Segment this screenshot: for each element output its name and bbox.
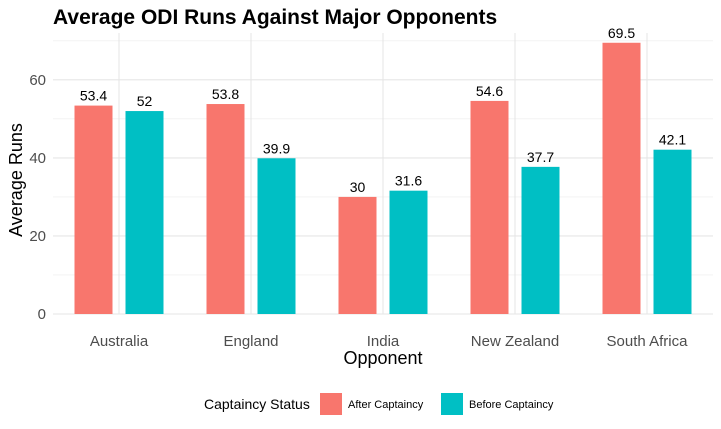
data-label-after-captaincy-0: 53.4 — [80, 88, 107, 104]
y-tick-label-0: 0 — [38, 306, 46, 323]
x-tick-label-1: England — [223, 333, 278, 350]
legend-label-1: Before Captaincy — [469, 399, 554, 411]
x-axis-ticks: Australia England India New Zealand South Af… — [90, 333, 688, 350]
data-label-before-captaincy-0: 52 — [137, 93, 153, 109]
legend-key-1 — [441, 393, 463, 415]
y-tick-label-2: 40 — [29, 150, 46, 167]
data-label-before-captaincy-2: 31.6 — [395, 173, 422, 189]
data-label-after-captaincy-3: 54.6 — [476, 83, 503, 99]
bars — [74, 42, 692, 315]
x-tick-label-4: South Africa — [607, 333, 689, 350]
bar-before-captaincy-1 — [257, 158, 296, 314]
y-axis-ticks: 0 20 40 60 — [29, 72, 46, 323]
data-label-after-captaincy-4: 69.5 — [608, 25, 635, 41]
bar-after-captaincy-1 — [206, 104, 245, 315]
bar-after-captaincy-4 — [602, 42, 641, 314]
bar-before-captaincy-4 — [653, 149, 692, 314]
bar-after-captaincy-0 — [74, 105, 113, 314]
data-label-before-captaincy-4: 42.1 — [659, 132, 686, 148]
y-tick-label-3: 60 — [29, 72, 46, 89]
x-tick-label-0: Australia — [90, 333, 149, 350]
y-tick-label-1: 20 — [29, 228, 46, 245]
x-tick-label-2: India — [367, 333, 400, 350]
x-tick-label-3: New Zealand — [471, 333, 559, 350]
data-label-before-captaincy-1: 39.9 — [263, 140, 290, 156]
y-axis-title: Average Runs — [6, 123, 26, 237]
legend: Captaincy Status After Captaincy Before C… — [204, 393, 554, 415]
bar-after-captaincy-2 — [338, 196, 377, 314]
x-axis-title: Opponent — [343, 348, 422, 368]
bar-before-captaincy-0 — [125, 111, 164, 314]
legend-title: Captaincy Status — [204, 396, 310, 412]
bar-before-captaincy-2 — [389, 190, 428, 314]
legend-key-0 — [320, 393, 342, 415]
bar-before-captaincy-3 — [521, 166, 560, 314]
bar-after-captaincy-3 — [470, 100, 509, 315]
data-labels: 53.4 52 53.8 39.9 30 31.6 54.6 37.7 69.5 42.1 — [80, 25, 686, 195]
legend-label-0: After Captaincy — [348, 399, 424, 411]
chart-title: Average ODI Runs Against Major Opponents — [53, 6, 497, 29]
data-label-after-captaincy-1: 53.8 — [212, 86, 239, 102]
data-label-before-captaincy-3: 37.7 — [527, 149, 554, 165]
data-label-after-captaincy-2: 30 — [350, 179, 366, 195]
